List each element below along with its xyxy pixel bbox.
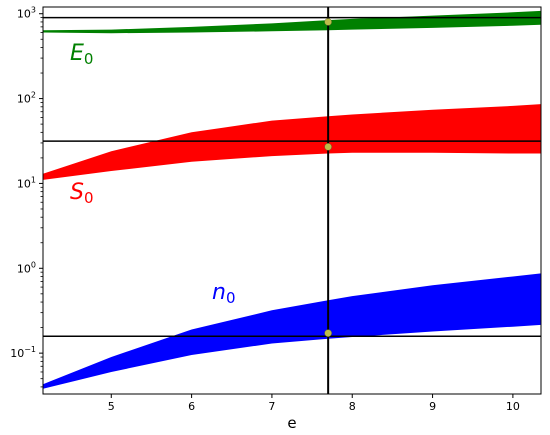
reference-lines: [43, 7, 541, 394]
band-label-n0-sub: 0: [226, 289, 236, 307]
band-e0: [43, 10, 541, 34]
x-axis-ticks: 5 6 7 8 9 10: [108, 394, 520, 413]
y-tick-label: 10−1: [10, 345, 36, 360]
bands: [43, 10, 541, 389]
x-tick-label: 10: [506, 400, 520, 413]
x-tick-label: 9: [429, 400, 436, 413]
y-tick-label: 101: [17, 175, 36, 190]
reference-point-2: [324, 329, 332, 337]
x-tick-label: 6: [188, 400, 195, 413]
band-label-n0: n0: [212, 280, 236, 307]
band-label-e0-name: E: [70, 41, 84, 66]
band-label-n0-name: n: [212, 280, 226, 305]
reference-point-0: [324, 18, 332, 26]
band-label-s0-sub: 0: [84, 189, 94, 207]
reference-points: [324, 18, 332, 337]
band-label-e0: E0: [70, 41, 93, 68]
y-tick-label: 100: [17, 260, 36, 275]
x-tick-label: 5: [108, 400, 115, 413]
y-tick-label: 103: [17, 6, 36, 21]
band-label-s0-name: S: [70, 180, 84, 205]
band-label-s0: S0: [70, 180, 94, 207]
y-tick-label: 102: [17, 91, 36, 106]
x-tick-label: 7: [268, 400, 275, 413]
y-axis-ticks: 103 102 101 100 10−1: [10, 6, 43, 388]
reference-point-1: [324, 143, 332, 151]
band-s0: [43, 104, 541, 180]
plot-frame: [42, 6, 542, 395]
band-n0: [43, 273, 541, 389]
x-axis-label: e: [287, 414, 296, 432]
x-tick-label: 8: [349, 400, 356, 413]
band-label-e0-sub: 0: [84, 50, 94, 68]
